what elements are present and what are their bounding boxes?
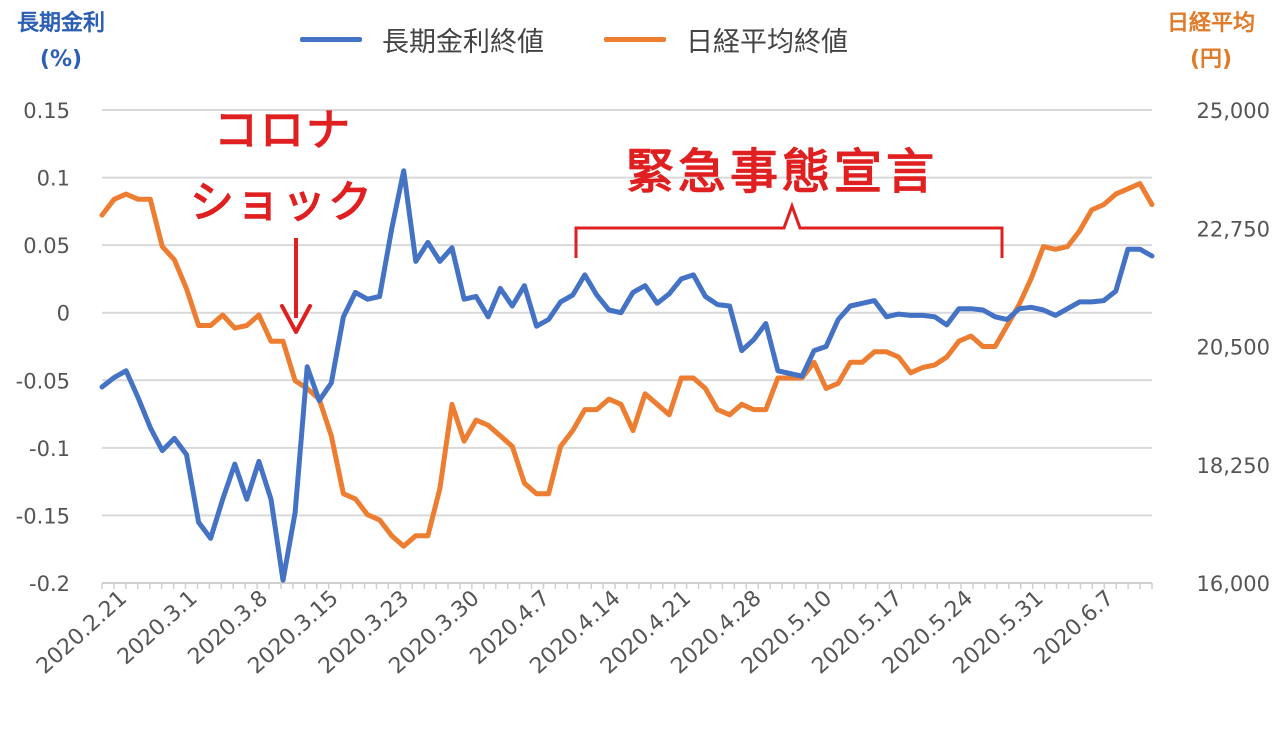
legend-label-nikkei: 日経平均終値 [686,27,848,58]
series-lines [99,168,1155,583]
right-tick-label: 22,750 [1197,217,1270,241]
left-tick-label: 0 [57,302,70,326]
right-axis-ticks: 25,000 22,750 20,500 18,250 16,000 [1197,99,1270,596]
left-tick-label: 0.15 [23,99,70,123]
right-axis-title: 日経平均 (円) [1146,6,1276,78]
annotations [280,201,1004,334]
annotation-emergency: 緊急事態宣言 [626,144,939,200]
right-axis-title-line1: 日経平均 [1166,11,1255,36]
left-tick-label: -0.1 [29,437,70,461]
annotation-corona-line2: ショック [190,177,374,228]
corona-arrow-head [280,304,312,334]
x-axis: 2020.2.212020.3.12020.3.82020.3.152020.3… [32,582,1153,680]
left-tick-label: 0.1 [37,167,70,191]
series-line-nikkei [99,181,1155,549]
left-tick-label: -0.15 [16,504,70,528]
emergency-bracket [574,201,1004,258]
right-tick-label: 20,500 [1197,336,1270,360]
right-tick-label: 16,000 [1197,572,1270,596]
annotation-corona-line1: コロナ [214,105,352,156]
grid-lines [102,109,1152,517]
legend-swatch-rate [300,37,362,42]
legend-label-rate: 長期金利終値 [382,27,544,58]
right-tick-label: 18,250 [1197,454,1270,478]
series-line-rate [99,168,1155,583]
left-tick-label: 0.05 [23,234,70,258]
legend: 長期金利終値 日経平均終値 [300,20,908,59]
legend-item-nikkei: 日経平均終値 [604,20,848,59]
left-axis-ticks: 0.15 0.1 0.05 0 -0.05 -0.1 -0.15 -0.2 [16,99,70,596]
left-tick-label: -0.05 [16,369,70,393]
left-axis-title: 長期金利 (%) [6,6,116,78]
x-tick-label: 2020.2.21 [32,586,132,680]
right-axis-title-line2: (円) [1189,47,1233,72]
left-axis-title-line1: 長期金利 [16,11,105,36]
right-tick-label: 25,000 [1197,99,1270,123]
legend-item-rate: 長期金利終値 [300,20,544,59]
left-tick-label: -0.2 [29,572,70,596]
legend-swatch-nikkei [604,37,666,42]
left-axis-title-line2: (%) [39,47,83,72]
